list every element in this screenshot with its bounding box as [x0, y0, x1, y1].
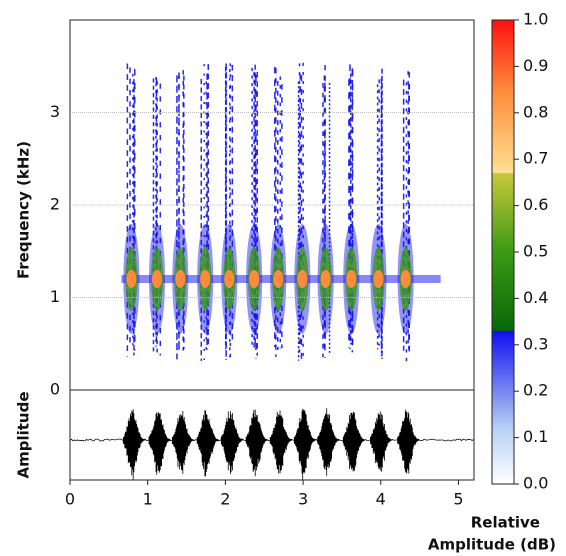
pulse — [270, 66, 287, 357]
colorbar-tick-label: 0.0 — [523, 474, 548, 493]
pulse-core — [400, 270, 411, 288]
waveform-burst — [148, 412, 172, 475]
pulse — [172, 70, 189, 360]
pulse-core — [152, 270, 163, 288]
pulse — [370, 68, 387, 360]
pulse-core — [297, 270, 308, 288]
x-tick-label: 1 — [143, 490, 153, 509]
colorbar-tick-label: 0.5 — [523, 242, 548, 261]
colorbar-tick-label: 0.1 — [523, 427, 548, 446]
pulse — [149, 76, 166, 356]
pulse-core — [346, 270, 357, 288]
pulse-core — [273, 270, 284, 288]
colorbar-tick-label: 0.6 — [523, 195, 548, 214]
amplitude-label: Amplitude — [15, 391, 33, 478]
pulse — [317, 64, 334, 358]
pulse — [246, 64, 263, 359]
x-tick-label: 5 — [453, 490, 463, 509]
pulse-core — [175, 270, 186, 288]
pulse-core — [373, 270, 384, 288]
colorbar-tick-label: 0.4 — [523, 288, 548, 307]
pulse-core — [126, 270, 137, 288]
x-tick-label: 2 — [220, 490, 230, 509]
colorbar-label: Amplitude (dB) — [428, 536, 556, 554]
pulse — [221, 63, 238, 362]
colorbar-tick-label: 0.8 — [523, 102, 548, 121]
waveform-burst — [220, 411, 244, 475]
waveform-burst — [342, 411, 366, 472]
colorbar-tick-label: 1.0 — [523, 10, 548, 29]
pulse-core — [200, 270, 211, 288]
waveform-burst — [122, 409, 146, 480]
colorbar-tick-label: 0.7 — [523, 149, 548, 168]
colorbar — [491, 19, 515, 485]
y-tick-label: 2 — [50, 195, 60, 214]
colorbar-tick-label: 0.2 — [523, 381, 548, 400]
x-tick-label: 3 — [298, 490, 308, 509]
waveform-burst — [171, 411, 195, 474]
pulse — [397, 71, 414, 362]
waveform-burst — [269, 410, 293, 474]
pulse — [123, 63, 140, 357]
waveform-burst — [317, 408, 340, 476]
y-tick-label: 3 — [50, 102, 60, 121]
pulse — [197, 64, 214, 361]
waveform-burst — [196, 409, 220, 477]
pulse-core — [224, 270, 235, 288]
pulse — [294, 62, 311, 362]
waveform-burst — [245, 409, 269, 477]
y-tick-label: 0 — [50, 380, 60, 399]
pulse — [343, 64, 360, 353]
x-tick-label: 0 — [65, 490, 75, 509]
waveform-burst — [293, 408, 317, 480]
y-axis-label: Frequency (kHz) — [15, 141, 33, 279]
waveform-burst — [397, 409, 420, 474]
waveform-burst — [370, 411, 393, 472]
pulse-core — [249, 270, 260, 288]
plot-area — [70, 62, 474, 480]
colorbar-label: Relative — [471, 514, 540, 532]
pulse-core — [320, 270, 331, 288]
plot-frame — [69, 19, 475, 481]
x-tick-label: 4 — [376, 490, 386, 509]
colorbar-tick-label: 0.3 — [523, 334, 548, 353]
y-tick-label: 1 — [50, 287, 60, 306]
colorbar-tick-label: 0.9 — [523, 56, 548, 75]
